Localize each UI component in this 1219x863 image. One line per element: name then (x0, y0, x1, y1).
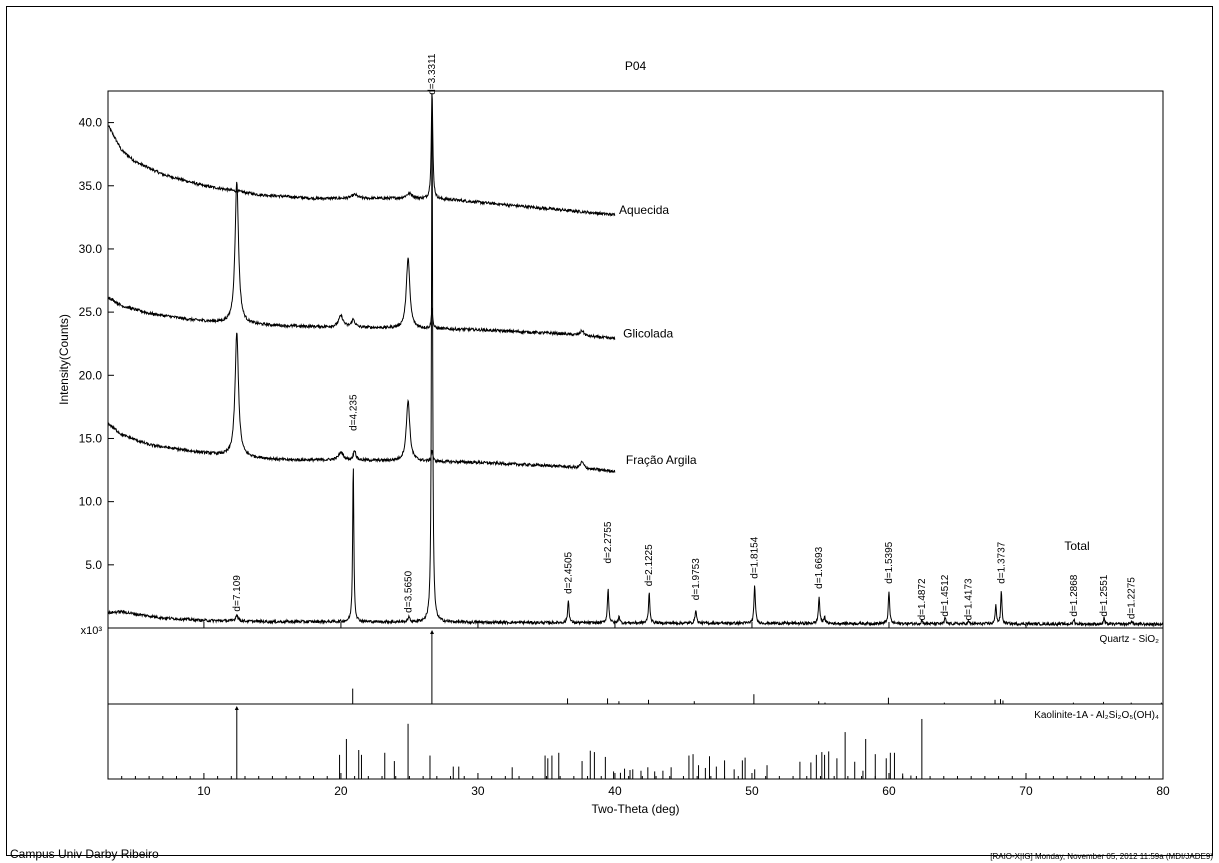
x-tick-label: 10 (197, 784, 211, 798)
y-tick-label: 5.0 (85, 558, 102, 572)
d-spacing-label: d=2.2755 (603, 521, 614, 563)
series-label: Glicolada (623, 327, 673, 341)
d-spacing-label: d=1.4173 (963, 578, 974, 620)
d-spacing-label: d=1.3737 (996, 541, 1007, 583)
y-multiplier-label: x10³ (81, 625, 103, 637)
reference-pattern-name: Kaolinite-1A - Al₂Si₂O₅(OH)₄ (1034, 710, 1159, 721)
d-spacing-label: d=1.9753 (691, 558, 702, 600)
series-label: Fração Argila (626, 453, 697, 467)
d-spacing-label: d=2.4505 (563, 551, 574, 593)
d-spacing-label: d=1.6693 (814, 546, 825, 588)
d-spacing-label: d=1.8154 (750, 536, 761, 578)
d-spacing-label: d=1.5395 (884, 541, 895, 583)
chart-title: P04 (625, 59, 647, 73)
series-line-fra-o-argila (107, 332, 616, 474)
chart-frame (6, 6, 1213, 856)
d-spacing-label: d=3.3311 (427, 53, 438, 95)
reference-panels (107, 627, 1164, 780)
x-tick-label: 80 (1156, 784, 1170, 798)
y-tick-label: 40.0 (79, 116, 103, 130)
y-tick-label: 15.0 (79, 431, 103, 445)
x-tick-label: 20 (334, 784, 348, 798)
quartz-panel-border (107, 627, 1164, 705)
x-tick-label: 60 (882, 784, 896, 798)
x-tick-label: 30 (471, 784, 485, 798)
d-spacing-label: d=7.109 (232, 575, 243, 612)
d-spacing-label: d=1.2275 (1126, 577, 1137, 619)
series-line-aquecida (107, 93, 616, 217)
y-tick-label: 10.0 (79, 495, 103, 509)
d-spacing-label: d=1.2551 (1099, 574, 1110, 616)
d-spacing-label: d=4.235 (348, 394, 359, 431)
d-spacing-label: d=3.5650 (404, 570, 415, 612)
axes-text: P04 5.0 10.0 15.0 20.0 25.0 30.0 35.0 40.0 x10³ In… (57, 53, 1170, 816)
reference-pattern-name: Quartz - SiO₂ (1100, 634, 1160, 645)
y-tick-label: 25.0 (79, 305, 103, 319)
d-spacing-label: d=1.4512 (940, 574, 951, 616)
kaolinite-panel-border (107, 703, 1164, 780)
x-axis-label: Two-Theta (deg) (591, 802, 679, 816)
y-tick-label: 30.0 (79, 242, 103, 256)
reference-marker (430, 630, 435, 634)
footer-timestamp: [RAIO-X|IG] Monday, November 05, 2012 11… (990, 852, 1213, 861)
x-tick-label: 50 (745, 784, 759, 798)
series-label: Aquecida (619, 203, 669, 217)
y-tick-label: 35.0 (79, 179, 103, 193)
reference-marker (234, 706, 239, 710)
series-line-glicolada (107, 181, 616, 341)
footer-institution: Campus Univ Darby Ribeiro (10, 847, 159, 861)
x-tick-label: 70 (1019, 784, 1033, 798)
series-line-total (107, 116, 1164, 628)
series-label: Total (1064, 539, 1089, 553)
y-tick-label: 20.0 (79, 368, 103, 382)
d-spacing-label: d=2.1225 (644, 544, 655, 586)
y-axis-label: Intensity(Counts) (57, 314, 71, 405)
x-tick-label: 40 (608, 784, 622, 798)
d-spacing-label: d=1.2868 (1069, 574, 1080, 616)
d-spacing-label: d=1.4872 (917, 578, 928, 620)
